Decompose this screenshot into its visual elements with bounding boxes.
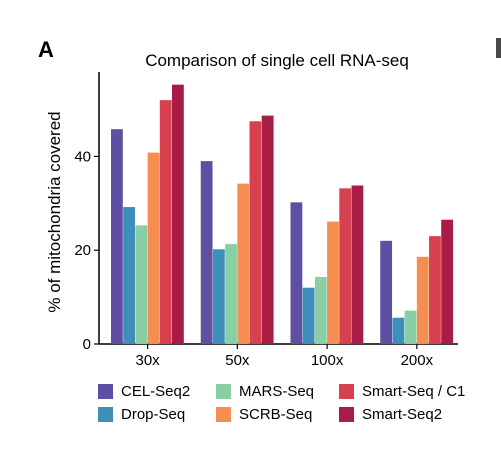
legend-item: CEL-Seq2 [98,381,190,401]
x-tick-label: 30x [136,352,161,369]
legend-label: CEL-Seq2 [121,382,191,400]
legend-label: Smart-Seq2 [362,405,443,423]
bar [249,121,262,344]
legend-label: MARS-Seq [239,382,315,400]
y-tick-label: 0 [83,336,91,353]
legend-label: Smart-Seq / C1 [362,382,466,400]
bar [327,221,339,344]
bar [339,188,352,344]
bar [314,276,327,344]
legend-swatch [98,406,113,422]
bar [429,236,441,344]
y-tick-label: 40 [74,148,91,165]
bar [392,317,405,344]
legend-item: MARS-Seq [216,381,314,401]
y-tick-label: 20 [74,242,91,259]
legend-item: Smart-Seq / C1 [339,381,465,401]
legend-swatch [98,383,113,399]
bar [237,183,250,344]
bar [441,219,454,344]
bar [416,256,429,344]
bar [172,84,184,344]
legend-item: Smart-Seq2 [339,404,442,424]
bar [261,115,274,344]
chart-title: Comparison of single cell RNA-seq [145,51,409,70]
legend-swatch [339,383,354,399]
legend-swatch [216,406,231,422]
bar [212,249,225,344]
x-tick-label: 100x [311,352,344,369]
bar [147,152,160,344]
bar-chart: Comparison of single cell RNA-seq % of m… [45,51,458,369]
y-axis-label: % of mitochondria covered [45,111,64,312]
legend-swatch [216,383,231,399]
bar [111,129,123,344]
bar [123,207,135,344]
bar [135,225,148,344]
bar [159,100,172,344]
bar [404,310,417,344]
bar [351,185,364,344]
legend-swatch [339,406,354,422]
adjacent-panel-edge [496,38,501,58]
bar [380,240,393,344]
panel-label: A [38,37,54,62]
bar [225,244,237,344]
legend-item: SCRB-Seq [216,404,312,424]
bar [290,202,303,344]
x-tick-label: 50x [225,352,250,369]
legend-item: Drop-Seq [98,404,185,424]
x-tick-label: 200x [401,352,434,369]
plot-area: 0 20 40 30x 50x 100x 200x [74,72,458,369]
bar [302,287,315,344]
bar [200,161,213,344]
legend-label: Drop-Seq [121,405,186,423]
legend-label: SCRB-Seq [239,405,313,423]
